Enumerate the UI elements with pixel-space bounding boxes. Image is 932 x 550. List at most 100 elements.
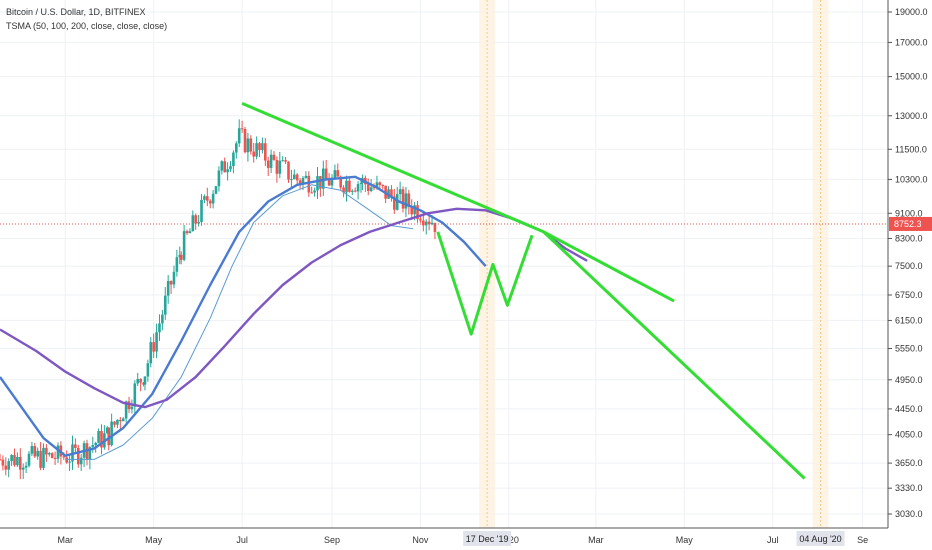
date-highlight-bands: [479, 0, 829, 528]
candle-body: [203, 196, 206, 200]
time-tick-label: Jul: [236, 535, 248, 545]
chart-legend: Bitcoin / U.S. Dollar, 1D, BITFINEX TSMA…: [6, 5, 167, 33]
candle-body: [4, 465, 8, 470]
candle-body: [223, 161, 227, 173]
candle-body: [110, 421, 113, 446]
candle-body: [307, 175, 311, 193]
candle-body: [232, 152, 235, 167]
price-axis[interactable]: 19000.0 17000.0 15000.0 13000.0 11500.0 10300…: [887, 0, 932, 528]
indicator-label[interactable]: TSMA (50, 100, 200, close, close, close): [6, 21, 168, 31]
current-price-label: 8752.3: [894, 219, 922, 229]
candle-body: [200, 199, 203, 222]
candle-body: [359, 183, 363, 185]
candle-body: [287, 161, 290, 180]
candle-body: [416, 205, 419, 220]
candle-body: [261, 143, 264, 151]
candle-body: [146, 363, 150, 377]
candle-body: [24, 465, 28, 468]
candle-body: [356, 184, 360, 192]
candle-body: [372, 187, 376, 189]
candle-body: [179, 254, 183, 260]
candle-body: [100, 430, 103, 448]
candle-body: [105, 427, 109, 434]
candle-body: [16, 457, 19, 466]
price-tick-label: 3030.0: [895, 509, 923, 519]
candle-body: [235, 143, 238, 153]
candle-body: [313, 190, 316, 193]
candle-body: [149, 342, 153, 364]
candle-body: [169, 281, 173, 285]
symbol-title[interactable]: Bitcoin / U.S. Dollar, 1D, BITFINEX: [6, 7, 146, 17]
candle-body: [194, 215, 198, 224]
candle-body: [214, 186, 218, 194]
price-tick-label: 15000.0: [895, 72, 928, 82]
candle-body: [410, 206, 414, 215]
price-tick-label: 13000.0: [895, 111, 928, 121]
candle-body: [278, 160, 282, 174]
candle-body: [350, 190, 354, 192]
price-tick-label: 4050.0: [895, 430, 923, 440]
annotation-trendline-1[interactable]: [241, 102, 675, 303]
candle-body: [404, 193, 408, 209]
price-tick-label: 10300.0: [895, 174, 928, 184]
price-tick-label: 4950.0: [895, 375, 923, 385]
candle-body: [74, 444, 77, 448]
candle-body: [310, 192, 313, 194]
price-tick-label: 4450.0: [895, 404, 923, 414]
highlight-date-label: 17 Dec '19: [466, 534, 509, 544]
candle-body: [42, 447, 45, 468]
candle-body: [172, 271, 176, 285]
time-tick-label: Mar: [57, 535, 73, 545]
candle-body: [316, 176, 319, 191]
candle-body: [97, 430, 100, 443]
candle-body: [375, 182, 379, 188]
series-line-2: [65, 184, 414, 460]
annotation-trendline-2[interactable]: [542, 230, 806, 480]
candle-body: [342, 187, 345, 193]
candle-body: [333, 170, 337, 178]
candle-body: [119, 419, 122, 422]
time-axis[interactable]: MarMayJulSepNov2020MarMayJulSe17 Dec '19…: [0, 527, 888, 546]
candle-body: [127, 401, 131, 410]
candle-body: [304, 175, 308, 178]
price-tick-label: 9100.0: [895, 208, 923, 218]
candle-body: [142, 382, 145, 385]
candle-body: [50, 453, 54, 458]
price-tick-label: 6150.0: [895, 315, 923, 325]
candle-body: [369, 187, 373, 191]
candle-body: [401, 189, 405, 209]
annotation-path-3[interactable]: [436, 231, 534, 336]
candle-body: [208, 200, 212, 204]
candle-body: [33, 446, 37, 457]
highlight-date-label: 04 Aug '20: [799, 534, 841, 544]
series-line-1: [0, 175, 487, 457]
candle-body: [79, 457, 83, 465]
candle-body: [264, 143, 267, 161]
candle-body: [424, 221, 428, 226]
candle-body: [158, 323, 161, 333]
price-tick-label: 17000.0: [895, 37, 928, 47]
candle-body: [226, 169, 229, 173]
candle-body: [197, 221, 200, 224]
candle-body: [88, 447, 92, 460]
candle-body: [229, 166, 232, 170]
candle-body: [284, 160, 287, 162]
candle-body: [249, 138, 253, 152]
price-tick-label: 11500.0: [895, 144, 927, 154]
candle-body: [121, 418, 125, 422]
time-tick-label: Jul: [767, 535, 779, 545]
time-tick-label: Nov: [412, 535, 429, 545]
candle-body: [178, 254, 182, 258]
candle-body: [330, 177, 334, 186]
candle-body: [366, 184, 370, 191]
candle-body: [240, 128, 244, 130]
time-tick-label: May: [676, 535, 694, 545]
candle-body: [378, 182, 382, 186]
candle-body: [45, 447, 48, 455]
candle-body: [13, 454, 16, 466]
chart-grid: [0, 0, 888, 528]
candle-body: [413, 205, 416, 215]
candle-body: [353, 190, 357, 192]
candle-body: [393, 196, 396, 210]
